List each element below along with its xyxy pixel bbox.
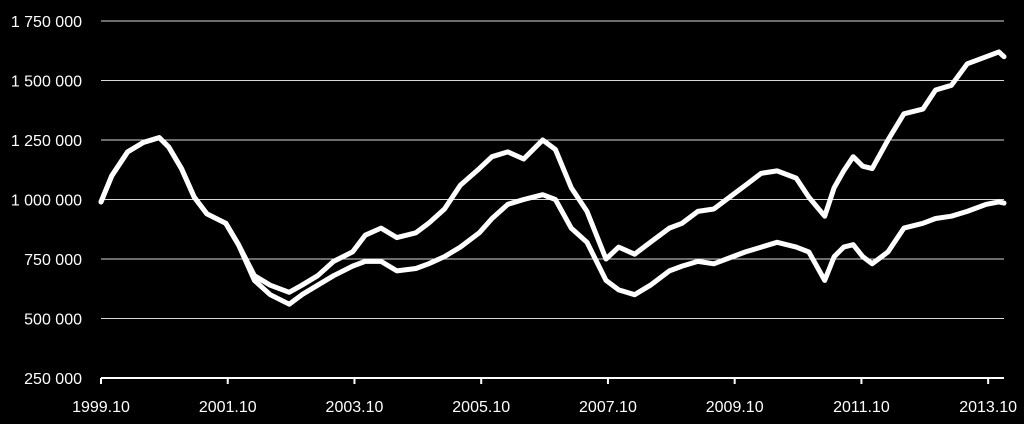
y-tick-label: 500 000 bbox=[24, 312, 82, 329]
y-tick-label: 250 000 bbox=[24, 371, 82, 388]
x-axis bbox=[100, 377, 1004, 384]
x-tick-labels: 1999.10 2001.10 2003.10 2005.10 2007.10 2009.… bbox=[72, 399, 1017, 416]
y-tick-label: 1 500 000 bbox=[11, 74, 82, 91]
series-lines bbox=[98, 49, 1007, 307]
x-tick-label: 2011.10 bbox=[833, 399, 890, 416]
y-tick-label: 1 750 000 bbox=[11, 14, 82, 31]
x-tick-label: 2001.10 bbox=[199, 399, 257, 416]
x-tick-label: 2009.10 bbox=[706, 399, 764, 416]
series-line-1 bbox=[98, 49, 1007, 295]
y-tick-label: 750 000 bbox=[24, 252, 82, 269]
x-tick-label: 2013.10 bbox=[959, 399, 1017, 416]
x-tick-label: 1999.10 bbox=[72, 399, 130, 416]
y-tick-labels: 250 000 500 000 750 000 1 000 000 1 250 000 1… bbox=[11, 14, 82, 388]
x-tick-label: 2005.10 bbox=[452, 399, 510, 416]
y-tick-label: 1 250 000 bbox=[11, 133, 82, 150]
series-line-2 bbox=[98, 135, 1007, 307]
x-tick-label: 2003.10 bbox=[326, 399, 384, 416]
y-tick-label: 1 000 000 bbox=[11, 193, 82, 210]
x-tick-label: 2007.10 bbox=[579, 399, 637, 416]
